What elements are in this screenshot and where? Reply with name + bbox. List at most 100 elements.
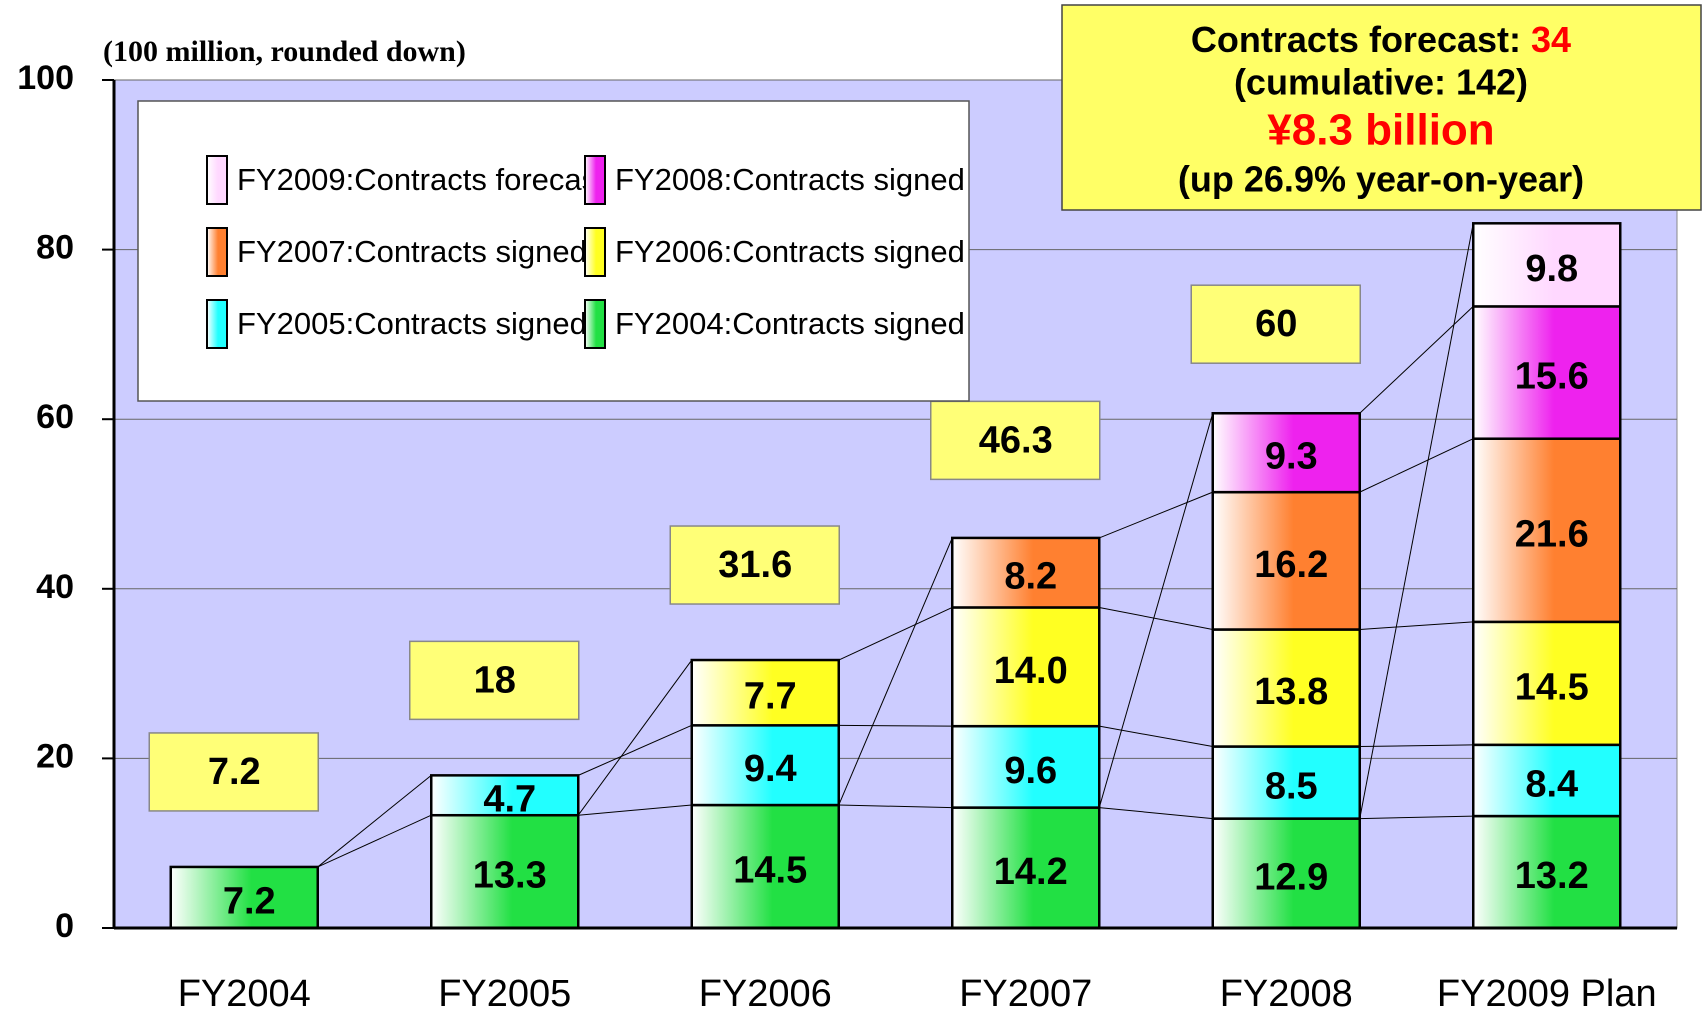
annotation-line: Contracts forecast: 34 (1191, 19, 1571, 60)
data-label: 14.0 (994, 650, 1068, 692)
bar-segment (1472, 437, 1622, 624)
bar-segment (169, 865, 319, 930)
total-box (930, 400, 1101, 481)
connector (1098, 413, 1214, 808)
connector (317, 814, 432, 868)
connector (838, 804, 953, 809)
bar-segment (1211, 412, 1361, 494)
data-label: 15.6 (1515, 356, 1589, 398)
bar-segment (951, 536, 1101, 609)
annotation-text: ¥8.3 billion (1267, 106, 1494, 155)
data-label: 14.5 (1515, 666, 1589, 708)
annotation-text: Contracts forecast: (1191, 19, 1521, 60)
connector (317, 774, 432, 868)
legend-swatch (206, 227, 228, 277)
connector (1359, 815, 1474, 820)
legend-swatch (206, 299, 228, 349)
connector (838, 724, 953, 727)
bar-segment (951, 806, 1101, 930)
unit-label: (100 million, rounded down) (103, 35, 466, 68)
data-label: 13.3 (473, 855, 547, 897)
y-tick-label: 80 (36, 229, 74, 267)
annotation-text: 34 (1531, 19, 1571, 60)
y-tick-label: 20 (36, 737, 74, 775)
bar-segment (1472, 743, 1622, 818)
total-label: 7.2 (208, 751, 261, 793)
legend-swatch (584, 227, 606, 277)
total-box (669, 525, 840, 605)
data-label: 14.2 (994, 851, 1068, 893)
connector (1099, 491, 1213, 539)
y-tick-label: 40 (36, 568, 74, 606)
total-box (409, 640, 580, 721)
total-label: 18 (474, 659, 516, 701)
legend-swatch (584, 299, 606, 349)
data-label: 8.5 (1265, 766, 1318, 808)
annotation-text: (cumulative: 142) (1234, 62, 1528, 103)
connector (578, 724, 692, 776)
bar-segment (1211, 817, 1361, 930)
connector (578, 804, 692, 816)
total-label: 60 (1255, 303, 1297, 345)
data-label: 14.5 (733, 850, 807, 892)
x-tick-label: FY2009 Plan (1437, 973, 1657, 1015)
bar-segment (1472, 222, 1622, 308)
connector (1099, 606, 1213, 630)
bar-segment (690, 724, 840, 807)
data-label: 7.2 (223, 881, 276, 923)
legend-label: FY2009:Contracts forecast (237, 162, 606, 197)
total-box (148, 732, 319, 812)
bar-segment (430, 774, 580, 817)
legend-swatch (584, 155, 606, 205)
data-label: 12.9 (1254, 856, 1328, 898)
data-label: 9.4 (744, 748, 797, 790)
x-tick-label: FY2004 (178, 973, 311, 1015)
legend-label: FY2004:Contracts signed (615, 306, 965, 341)
connector (1359, 744, 1474, 748)
legend-label: FY2006:Contracts signed (615, 234, 965, 269)
data-label: 4.7 (483, 778, 536, 820)
connector (1359, 438, 1474, 493)
bar-segment (951, 606, 1101, 728)
annotation-box (1061, 4, 1702, 211)
bar-segment (1472, 814, 1622, 930)
legend-label: FY2007:Contracts signed (237, 234, 587, 269)
data-label: 8.4 (1525, 763, 1578, 805)
data-label: 16.2 (1254, 544, 1328, 586)
bar-segment (1211, 745, 1361, 820)
legend-swatch (206, 155, 228, 205)
annotation-text: (up 26.9% year-on-year) (1178, 159, 1584, 200)
legend (137, 100, 970, 402)
bar-segment (690, 803, 840, 930)
data-label: 9.3 (1265, 436, 1318, 478)
x-tick-label: FY2007 (959, 973, 1092, 1015)
legend-label: FY2008:Contracts signed (615, 162, 965, 197)
connector (1359, 621, 1474, 631)
connector (838, 537, 953, 806)
y-tick-label: 100 (17, 59, 74, 97)
x-tick-label: FY2006 (699, 973, 832, 1015)
bar-segment (1211, 490, 1361, 631)
total-label: 31.6 (718, 544, 792, 586)
data-label: 9.8 (1525, 248, 1578, 290)
data-label: 13.8 (1254, 671, 1328, 713)
data-label: 13.2 (1515, 855, 1589, 897)
data-label: 21.6 (1515, 513, 1589, 555)
bar-segment (1472, 305, 1622, 440)
data-label: 8.2 (1004, 556, 1057, 598)
x-tick-label: FY2008 (1220, 973, 1353, 1015)
x-tick-label: FY2005 (438, 973, 571, 1015)
bar-segment (430, 813, 580, 930)
legend-label: FY2005:Contracts signed (237, 306, 587, 341)
y-tick-label: 60 (36, 398, 74, 436)
bar-segment (690, 658, 840, 727)
total-label: 46.3 (979, 419, 1053, 461)
connector (1099, 725, 1213, 748)
bar-segment (1472, 620, 1622, 747)
data-label: 7.7 (744, 676, 797, 718)
connector (577, 659, 693, 816)
connector (838, 607, 953, 661)
connector (1099, 807, 1213, 820)
total-box (1190, 284, 1361, 364)
